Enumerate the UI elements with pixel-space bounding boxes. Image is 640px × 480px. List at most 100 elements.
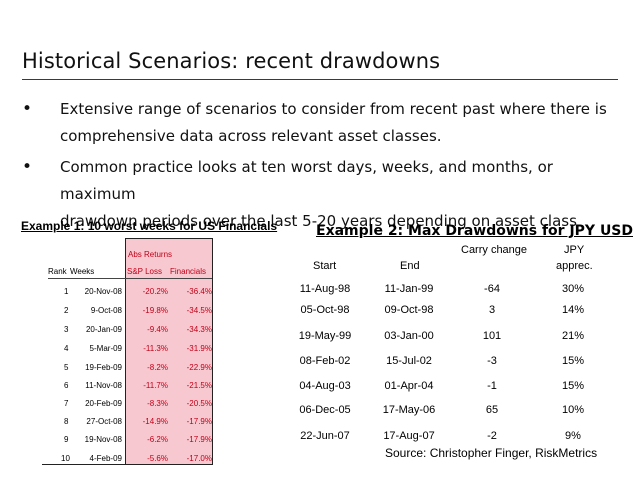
example1-header-divider bbox=[48, 278, 212, 279]
table-row: 22-Jun-07 17-Aug-07 -2 9% bbox=[280, 430, 620, 450]
table-row: 6 11-Nov-08 -11.7% -21.5% bbox=[0, 381, 220, 399]
end-cell: 01-Apr-04 bbox=[384, 380, 434, 392]
bullet-dot-icon: • bbox=[22, 99, 33, 119]
rank-cell: 3 bbox=[64, 325, 69, 334]
financials-cell: -17.0% bbox=[186, 454, 212, 463]
jpy-cell: 15% bbox=[561, 355, 585, 367]
table-row: 10 4-Feb-09 -5.6% -17.0% bbox=[0, 454, 220, 472]
jpy-cell: 14% bbox=[561, 304, 585, 316]
example1-header-rank: Rank bbox=[48, 267, 67, 276]
carry-cell: 65 bbox=[485, 404, 499, 416]
bullet-item: • Extensive range of scenarios to consid… bbox=[22, 96, 622, 150]
table-row: 4 5-Mar-09 -11.3% -31.9% bbox=[0, 344, 220, 362]
jpy-cell: 21% bbox=[561, 330, 585, 342]
start-cell: 04-Aug-03 bbox=[299, 380, 351, 392]
sp-loss-cell: -19.8% bbox=[142, 306, 168, 315]
carry-cell: 101 bbox=[482, 330, 502, 342]
table-row: 7 20-Feb-09 -8.3% -20.5% bbox=[0, 399, 220, 417]
example1-border-bottom bbox=[42, 464, 212, 465]
start-cell: 06-Dec-05 bbox=[299, 404, 351, 416]
start-cell: 19-May-99 bbox=[298, 330, 352, 342]
rank-cell: 1 bbox=[64, 287, 69, 296]
table-row: 05-Oct-98 09-Oct-98 3 14% bbox=[280, 304, 620, 324]
example1-highlight bbox=[125, 238, 212, 465]
example1-group-header: Abs Returns bbox=[128, 250, 173, 259]
source-note: Source: Christopher Finger, RiskMetrics bbox=[385, 446, 598, 460]
sp-loss-cell: -11.3% bbox=[143, 344, 168, 353]
bullet-line: Extensive range of scenarios to consider… bbox=[60, 100, 607, 118]
sp-loss-cell: -14.9% bbox=[142, 417, 168, 426]
example1-title: Example 1: 10 worst weeks for US Financi… bbox=[21, 219, 278, 233]
title-divider bbox=[22, 79, 618, 80]
sp-loss-cell: -9.4% bbox=[147, 325, 168, 334]
start-cell: 11-Aug-98 bbox=[299, 283, 351, 295]
table-row: 2 9-Oct-08 -19.8% -34.5% bbox=[0, 306, 220, 324]
table-row: 9 19-Nov-08 -6.2% -17.9% bbox=[0, 435, 220, 453]
financials-cell: -17.9% bbox=[186, 417, 212, 426]
week-cell: 27-Oct-08 bbox=[86, 417, 122, 426]
week-cell: 19-Feb-09 bbox=[85, 363, 122, 372]
table-row: 04-Aug-03 01-Apr-04 -1 15% bbox=[280, 380, 620, 400]
sp-loss-cell: -11.7% bbox=[143, 381, 168, 390]
example1-header-financials: Financials bbox=[170, 267, 207, 276]
sp-loss-cell: -6.2% bbox=[147, 435, 168, 444]
rank-cell: 6 bbox=[64, 381, 69, 390]
week-cell: 20-Nov-08 bbox=[84, 287, 122, 296]
example2-header-start: Start bbox=[313, 260, 337, 272]
carry-cell: -64 bbox=[484, 283, 500, 295]
table-row: 5 19-Feb-09 -8.2% -22.9% bbox=[0, 363, 220, 381]
bullet-line: comprehensive data across relevant asset… bbox=[60, 127, 442, 145]
sp-loss-cell: -20.2% bbox=[142, 287, 168, 296]
example1-border-left bbox=[125, 238, 126, 465]
table-row: 11-Aug-98 11-Jan-99 -64 30% bbox=[280, 283, 620, 303]
bullet-list: • Extensive range of scenarios to consid… bbox=[22, 96, 622, 239]
rank-cell: 7 bbox=[64, 399, 69, 408]
example2-header-jpy: JPY bbox=[564, 244, 585, 256]
week-cell: 9-Oct-08 bbox=[90, 306, 122, 315]
table-row: 8 27-Oct-08 -14.9% -17.9% bbox=[0, 417, 220, 435]
week-cell: 5-Mar-09 bbox=[89, 344, 122, 353]
start-cell: 08-Feb-02 bbox=[299, 355, 351, 367]
table-row: 19-May-99 03-Jan-00 101 21% bbox=[280, 330, 620, 350]
start-cell: 05-Oct-98 bbox=[300, 304, 350, 316]
week-cell: 20-Jan-09 bbox=[85, 325, 122, 334]
sp-loss-cell: -8.3% bbox=[147, 399, 168, 408]
example2-header-apprec: apprec. bbox=[556, 260, 593, 272]
rank-cell: 9 bbox=[64, 435, 69, 444]
example2-title: Example 2: Max Drawdowns for JPY USD bbox=[316, 223, 634, 239]
jpy-cell: 10% bbox=[561, 404, 585, 416]
rank-cell: 8 bbox=[64, 417, 69, 426]
end-cell: 15-Jul-02 bbox=[386, 355, 432, 367]
jpy-cell: 15% bbox=[561, 380, 585, 392]
example1-border-right bbox=[212, 238, 213, 465]
carry-cell: 3 bbox=[488, 304, 496, 316]
bullet-dot-icon: • bbox=[22, 157, 33, 177]
bullet-item: • Common practice looks at ten worst day… bbox=[22, 154, 622, 235]
start-cell: 22-Jun-07 bbox=[300, 430, 350, 442]
example2-header-end: End bbox=[400, 260, 420, 272]
carry-cell: -3 bbox=[487, 355, 497, 367]
table-row: 08-Feb-02 15-Jul-02 -3 15% bbox=[280, 355, 620, 375]
end-cell: 03-Jan-00 bbox=[384, 330, 434, 342]
week-cell: 19-Nov-08 bbox=[84, 435, 122, 444]
financials-cell: -17.9% bbox=[186, 435, 212, 444]
rank-cell: 5 bbox=[64, 363, 69, 372]
jpy-cell: 9% bbox=[565, 430, 581, 442]
end-cell: 17-May-06 bbox=[382, 404, 436, 416]
sp-loss-cell: -5.6% bbox=[147, 454, 168, 463]
financials-cell: -34.3% bbox=[186, 325, 212, 334]
example2-header-carry: Carry change bbox=[461, 244, 528, 256]
week-cell: 11-Nov-08 bbox=[85, 381, 122, 390]
end-cell: 11-Jan-99 bbox=[384, 283, 434, 295]
rank-cell: 4 bbox=[64, 344, 69, 353]
table-row: 3 20-Jan-09 -9.4% -34.3% bbox=[0, 325, 220, 343]
example1-header-weeks: Weeks bbox=[70, 267, 95, 276]
financials-cell: -20.5% bbox=[186, 399, 212, 408]
end-cell: 09-Oct-98 bbox=[384, 304, 434, 316]
financials-cell: -31.9% bbox=[186, 344, 212, 353]
example1-border-top bbox=[125, 238, 212, 239]
rank-cell: 10 bbox=[61, 454, 70, 463]
example1-header-sp-loss: S&P Loss bbox=[127, 267, 162, 276]
table-row: 1 20-Nov-08 -20.2% -36.4% bbox=[0, 287, 220, 305]
bullet-line: drawdown periods over the last 5-20 year… bbox=[60, 212, 577, 230]
